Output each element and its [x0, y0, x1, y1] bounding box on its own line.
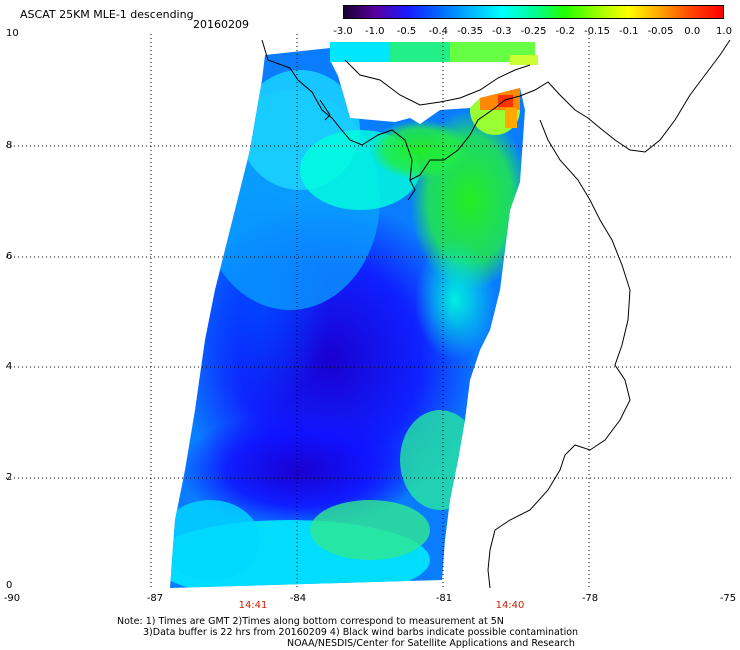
colorbar-tick-label: -1.0 [364, 26, 385, 37]
colorbar-tick-label: -0.25 [520, 26, 547, 37]
x-label-minus78: -78 [581, 593, 599, 604]
colorbar-tick-label: -0.3 [491, 26, 512, 37]
colorbar-tick-label: -0.15 [584, 26, 610, 37]
y-label-8: 8 [6, 140, 13, 151]
grid-lines [6, 34, 734, 588]
colorbar [343, 5, 724, 19]
colorbar-tick-label: -0.05 [647, 26, 674, 37]
note-line-3: NOAA/NESDIS/Center for Satellite Applica… [287, 638, 575, 649]
x-label-minus90: -90 [3, 593, 21, 604]
y-label-0: 0 [6, 580, 13, 591]
coastline [261, 39, 731, 589]
x-label-minus81: -81 [435, 593, 453, 604]
colorbar-tick-label: -0.4 [428, 26, 449, 37]
colorbar-tick-label: -0.35 [457, 26, 483, 37]
y-label-2: 2 [6, 472, 13, 483]
northern-strip [330, 42, 538, 65]
x-label-minus75: -75 [719, 593, 737, 604]
colorbar-tick-label: 1.0 [716, 26, 732, 37]
x-label-minus87: -87 [146, 593, 164, 604]
time-label-1: 14:41 [238, 600, 268, 611]
colorbar-tick-label: -0.2 [555, 26, 576, 37]
wind-swath [170, 48, 525, 588]
colorbar-tick-label: -3.0 [333, 26, 353, 37]
map-date: 20160209 [193, 18, 249, 31]
note-line-2: 3)Data buffer is 22 hrs from 20160209 4)… [143, 627, 579, 638]
colorbar-tick-label: -0.5 [396, 26, 417, 37]
y-label-4: 4 [6, 361, 13, 372]
y-label-6: 6 [6, 251, 13, 262]
x-label-minus84: -84 [289, 593, 307, 604]
colorbar-tick-label: -0.1 [618, 26, 639, 37]
y-label-10: 10 [6, 28, 19, 39]
note-line-1: Note: 1) Times are GMT 2)Times along bot… [117, 616, 504, 627]
colorbar-tick-label: 0.0 [684, 26, 701, 37]
time-label-2: 14:40 [495, 600, 525, 611]
map-title: ASCAT 25KM MLE-1 descending [20, 8, 194, 21]
